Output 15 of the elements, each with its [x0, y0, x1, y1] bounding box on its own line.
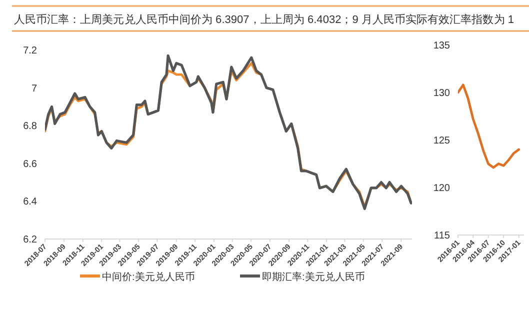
- y-tick-label: 130: [433, 88, 450, 99]
- line-series: [458, 84, 520, 169]
- legend-label: 中间价:美元兑人民币: [102, 271, 195, 283]
- y-tick-label: 7.2: [23, 46, 38, 56]
- y-tick-label: 6.2: [23, 234, 38, 246]
- y-tick-label: 120: [433, 183, 450, 194]
- y-tick-label: 135: [433, 40, 450, 52]
- y-tick-label: 6.8: [23, 121, 38, 132]
- legend-label: 即期汇率:美元兑人民币: [262, 271, 365, 283]
- y-tick-label: 6.6: [23, 158, 38, 170]
- y-tick-label: 6.4: [23, 196, 38, 208]
- y-tick-label: 125: [433, 136, 450, 146]
- chart-title: 人民币汇率：上周美元兑人民币中间价为 6.3907，上上周为 6.4032；9 月人民币实际有效汇率指数为 1: [14, 13, 514, 26]
- y-tick-label: 115: [434, 230, 450, 242]
- y-tick-label: 7: [31, 83, 38, 94]
